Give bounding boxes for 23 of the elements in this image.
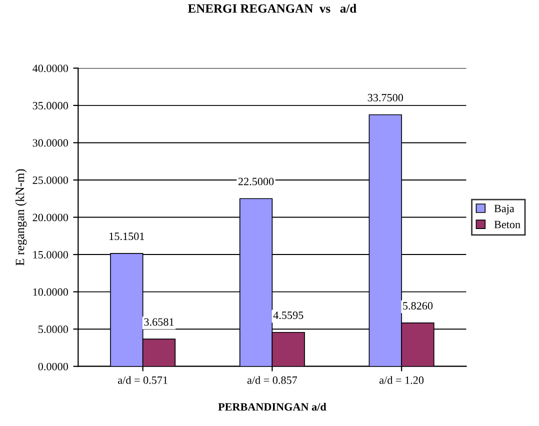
x-axis-title: PERBANDINGAN a/d bbox=[218, 402, 326, 411]
legend-label: Baja bbox=[494, 204, 514, 214]
chart-title: ENERGI REGANGAN vs a/d bbox=[188, 4, 356, 13]
y-tick-label: 0.0000 bbox=[38, 362, 68, 370]
y-tick-label: 10.0000 bbox=[33, 288, 68, 296]
y-tick-label: 35.0000 bbox=[32, 102, 68, 110]
data-label: 15.1501 bbox=[110, 232, 144, 240]
y-tick-label: 30.0000 bbox=[32, 139, 68, 147]
data-label: 22.5000 bbox=[238, 178, 274, 186]
data-label: 4.5595 bbox=[273, 312, 304, 320]
x-tick-label: a/d = 1.20 bbox=[380, 376, 424, 384]
data-label: 5.8260 bbox=[403, 302, 433, 310]
y-tick-label: 5.0000 bbox=[38, 326, 68, 334]
y-tick-label: 15.0000 bbox=[33, 251, 68, 259]
y-tick-label: 20.0000 bbox=[32, 214, 68, 222]
legend-label: Beton bbox=[494, 220, 520, 228]
data-label: 3.6581 bbox=[144, 318, 174, 326]
y-axis-title: E regangan (kN-m) bbox=[15, 169, 27, 266]
y-tick-label: 25.0000 bbox=[32, 176, 68, 184]
x-tick-label: a/d = 0.571 bbox=[118, 376, 168, 384]
y-tick-label: 40.0000 bbox=[32, 64, 68, 72]
data-label: 33.7500 bbox=[368, 94, 404, 102]
x-tick-label: a/d = 0.857 bbox=[247, 376, 298, 384]
